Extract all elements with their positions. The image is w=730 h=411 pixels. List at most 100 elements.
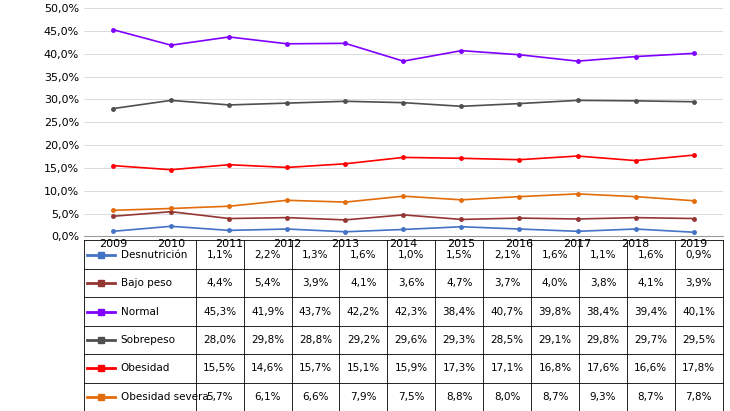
Sobrepeso: [457, 104, 466, 109]
Desnutrición: [689, 230, 698, 235]
Obesidad: [631, 158, 640, 163]
Bajo peso: [457, 217, 466, 222]
Text: 17,6%: 17,6%: [586, 363, 620, 373]
Obesidad severa: [399, 194, 408, 199]
Text: 38,4%: 38,4%: [442, 307, 476, 316]
Text: 8,8%: 8,8%: [446, 392, 472, 402]
Sobrepeso: [283, 101, 291, 106]
Line: Bajo peso: Bajo peso: [111, 210, 696, 222]
Text: 16,8%: 16,8%: [539, 363, 572, 373]
Text: 4,1%: 4,1%: [637, 278, 664, 288]
Text: 39,4%: 39,4%: [634, 307, 667, 316]
Line: Normal: Normal: [111, 28, 696, 63]
Normal: [166, 43, 175, 48]
Desnutrición: [341, 229, 350, 234]
Sobrepeso: [631, 98, 640, 103]
Text: 8,7%: 8,7%: [542, 392, 568, 402]
Obesidad: [399, 155, 408, 160]
Obesidad: [225, 162, 234, 167]
Obesidad: [341, 162, 350, 166]
Text: 8,7%: 8,7%: [637, 392, 664, 402]
Text: 38,4%: 38,4%: [586, 307, 620, 316]
Text: 17,8%: 17,8%: [682, 363, 715, 373]
Normal: [225, 35, 234, 39]
Sobrepeso: [399, 100, 408, 105]
Text: 5,4%: 5,4%: [254, 278, 281, 288]
Text: 29,7%: 29,7%: [634, 335, 667, 345]
Text: 29,6%: 29,6%: [395, 335, 428, 345]
Text: 42,2%: 42,2%: [347, 307, 380, 316]
Text: Sobrepeso: Sobrepeso: [121, 335, 176, 345]
Text: Desnutrición: Desnutrición: [121, 249, 187, 260]
Text: 3,9%: 3,9%: [302, 278, 328, 288]
Text: 28,5%: 28,5%: [491, 335, 523, 345]
Text: 17,3%: 17,3%: [442, 363, 476, 373]
Text: 3,6%: 3,6%: [398, 278, 425, 288]
Line: Obesidad severa: Obesidad severa: [111, 192, 696, 212]
Text: 29,1%: 29,1%: [539, 335, 572, 345]
Text: 29,5%: 29,5%: [682, 335, 715, 345]
Text: 2,1%: 2,1%: [494, 249, 520, 260]
Sobrepeso: [341, 99, 350, 104]
Normal: [341, 41, 350, 46]
Text: 42,3%: 42,3%: [395, 307, 428, 316]
Text: 3,8%: 3,8%: [590, 278, 616, 288]
Line: Sobrepeso: Sobrepeso: [111, 99, 696, 110]
Obesidad: [689, 152, 698, 157]
Text: 6,6%: 6,6%: [302, 392, 328, 402]
Obesidad: [457, 156, 466, 161]
Text: Normal: Normal: [121, 307, 158, 316]
Text: Bajo peso: Bajo peso: [121, 278, 172, 288]
Bajo peso: [166, 209, 175, 214]
Text: 29,8%: 29,8%: [586, 335, 620, 345]
Obesidad severa: [457, 197, 466, 202]
Bajo peso: [515, 216, 524, 221]
Obesidad: [109, 163, 118, 168]
Obesidad severa: [283, 198, 291, 203]
Desnutrición: [515, 226, 524, 231]
Desnutrición: [573, 229, 582, 234]
Desnutrición: [109, 229, 118, 234]
Text: 15,1%: 15,1%: [347, 363, 380, 373]
Text: 1,5%: 1,5%: [446, 249, 472, 260]
Obesidad: [515, 157, 524, 162]
Sobrepeso: [689, 99, 698, 104]
Text: 17,1%: 17,1%: [491, 363, 523, 373]
Bajo peso: [283, 215, 291, 220]
Text: 1,0%: 1,0%: [398, 249, 425, 260]
Obesidad: [166, 167, 175, 172]
Text: 40,1%: 40,1%: [683, 307, 715, 316]
Text: 39,8%: 39,8%: [539, 307, 572, 316]
Bajo peso: [631, 215, 640, 220]
Text: 40,7%: 40,7%: [491, 307, 523, 316]
Desnutrición: [166, 224, 175, 229]
Obesidad severa: [573, 192, 582, 196]
Sobrepeso: [225, 102, 234, 107]
Text: Obesidad: Obesidad: [121, 363, 170, 373]
Text: 4,1%: 4,1%: [350, 278, 377, 288]
Desnutrición: [399, 227, 408, 232]
Obesidad: [573, 154, 582, 159]
Text: 15,9%: 15,9%: [395, 363, 428, 373]
Text: 15,7%: 15,7%: [299, 363, 332, 373]
Text: 43,7%: 43,7%: [299, 307, 332, 316]
Bajo peso: [341, 217, 350, 222]
Sobrepeso: [515, 101, 524, 106]
Bajo peso: [225, 216, 234, 221]
Normal: [631, 54, 640, 59]
Desnutrición: [225, 228, 234, 233]
Text: 1,1%: 1,1%: [207, 249, 233, 260]
Line: Desnutrición: Desnutrición: [111, 224, 696, 234]
Obesidad severa: [166, 206, 175, 211]
Text: 8,0%: 8,0%: [494, 392, 520, 402]
Obesidad severa: [341, 200, 350, 205]
Bajo peso: [573, 217, 582, 222]
Text: 7,9%: 7,9%: [350, 392, 377, 402]
Text: 15,5%: 15,5%: [203, 363, 237, 373]
Normal: [283, 42, 291, 46]
Normal: [573, 59, 582, 64]
Obesidad severa: [689, 198, 698, 203]
Obesidad severa: [225, 204, 234, 209]
Text: 4,4%: 4,4%: [207, 278, 233, 288]
Bajo peso: [689, 216, 698, 221]
